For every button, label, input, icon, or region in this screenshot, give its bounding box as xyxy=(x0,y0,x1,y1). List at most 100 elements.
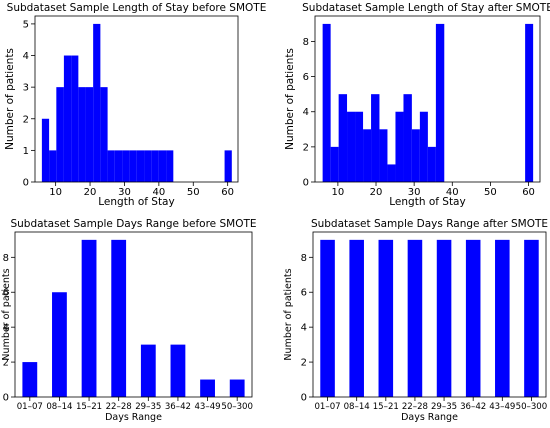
x-axis-label: Days Range xyxy=(401,412,458,423)
chart-title: Subdataset Sample Days Range after SMOTE xyxy=(311,218,548,230)
y-tick-label: 8 xyxy=(3,253,9,264)
x-axis-label: Days Range xyxy=(105,412,162,423)
histogram-bar xyxy=(49,150,57,182)
x-tick-label: 60 xyxy=(221,187,234,198)
histogram-bar xyxy=(122,150,130,182)
x-tick-label: 43–49 xyxy=(194,402,220,412)
y-tick-label: 6 xyxy=(3,288,9,299)
histogram-bar xyxy=(129,150,137,182)
y-tick-label: 8 xyxy=(303,37,309,48)
chart-3: Subdataset Sample Days Range before SMOT… xyxy=(1,218,257,423)
histogram-bar xyxy=(403,94,412,182)
x-axis-label: Length of Stay xyxy=(98,196,174,208)
histogram-bar xyxy=(387,164,396,182)
chart-title: Subdataset Sample Length of Stay before … xyxy=(7,2,267,14)
category-bar xyxy=(111,239,127,397)
x-tick-label: 30 xyxy=(118,187,131,198)
x-tick-label: 60 xyxy=(522,187,535,198)
histogram-bar xyxy=(322,23,331,183)
x-tick-label: 40 xyxy=(152,187,165,198)
y-tick-label: 0 xyxy=(301,393,307,404)
bars xyxy=(320,239,539,397)
chart-1: Subdataset Sample Length of Stay before … xyxy=(4,2,266,208)
category-bar xyxy=(52,292,67,397)
histogram-bar xyxy=(85,87,94,182)
bars xyxy=(22,239,245,397)
x-tick-label: 08–14 xyxy=(46,402,72,412)
y-tick-label: 5 xyxy=(23,19,29,30)
y-axis-label: Number of patients xyxy=(1,268,12,360)
y-tick-label: 0 xyxy=(3,393,9,404)
x-tick-label: 40 xyxy=(446,187,459,198)
histogram-bar xyxy=(78,87,86,182)
histogram-bar xyxy=(166,150,174,182)
histogram-bar xyxy=(71,55,79,182)
x-tick-label: 29–35 xyxy=(431,402,457,412)
x-tick-label: 22–28 xyxy=(402,402,428,412)
chart-2: Subdataset Sample Length of Stay after S… xyxy=(284,2,550,208)
category-bar xyxy=(200,379,215,397)
x-tick-label: 08–14 xyxy=(344,402,370,412)
histogram-bar xyxy=(330,146,339,182)
y-tick-label: 2 xyxy=(303,142,309,153)
x-tick-label: 50 xyxy=(484,187,497,198)
x-tick-label: 50 xyxy=(187,187,200,198)
histogram-bar xyxy=(56,87,64,182)
histogram-bar xyxy=(355,111,364,182)
x-tick-label: 30 xyxy=(408,187,421,198)
histogram-bar xyxy=(158,150,167,182)
plot-frame xyxy=(314,15,541,183)
y-tick-label: 2 xyxy=(3,358,9,369)
x-tick-label: 15–21 xyxy=(373,402,399,412)
histogram-bar xyxy=(363,129,372,182)
x-tick-label: 50–300 xyxy=(516,402,548,412)
category-bar xyxy=(378,239,394,397)
histogram-bar xyxy=(419,111,428,182)
y-tick-label: 3 xyxy=(23,83,29,94)
y-axis-label: Number of patients xyxy=(283,268,294,360)
histogram-bar xyxy=(224,150,232,182)
x-tick-label: 10 xyxy=(332,187,345,198)
bars xyxy=(41,23,232,183)
plot-frame xyxy=(14,231,253,398)
y-tick-label: 6 xyxy=(303,72,309,83)
y-tick-label: 2 xyxy=(23,114,29,125)
bars xyxy=(322,23,534,183)
category-bar xyxy=(436,239,452,397)
histogram-bar xyxy=(100,87,108,182)
x-tick-label: 01–07 xyxy=(314,402,340,412)
x-tick-label: 10 xyxy=(49,187,62,198)
histogram-bar xyxy=(379,129,388,182)
histogram-bar xyxy=(395,111,404,182)
histogram-bar xyxy=(347,111,356,182)
y-tick-label: 8 xyxy=(301,253,307,264)
plot-frame xyxy=(34,15,239,183)
category-bar xyxy=(320,239,335,397)
y-tick-label: 0 xyxy=(303,178,309,189)
category-bar xyxy=(22,362,38,397)
y-tick-label: 1 xyxy=(23,146,29,157)
x-tick-label: 43–49 xyxy=(489,402,515,412)
plot-frame xyxy=(312,231,547,398)
histogram-bar xyxy=(114,150,123,182)
chart-4: Subdataset Sample Days Range after SMOTE… xyxy=(283,218,548,423)
x-tick-label: 15–21 xyxy=(76,402,102,412)
histogram-bar xyxy=(107,150,115,182)
y-tick-label: 4 xyxy=(3,323,9,334)
histogram-bar xyxy=(93,23,101,183)
x-tick-label: 20 xyxy=(370,187,383,198)
histogram-bar xyxy=(525,23,534,183)
x-tick-label: 36–42 xyxy=(165,402,191,412)
x-axis-label: Length of Stay xyxy=(389,196,465,208)
y-axis-label: Number of patients xyxy=(4,48,16,150)
x-tick-label: 50–300 xyxy=(221,402,253,412)
y-tick-label: 4 xyxy=(303,107,309,118)
y-tick-label: 4 xyxy=(301,323,307,334)
histogram-bar xyxy=(427,146,436,182)
chart-title: Subdataset Sample Length of Stay after S… xyxy=(302,2,550,14)
category-bar xyxy=(229,379,245,397)
y-axis-label: Number of patients xyxy=(284,48,296,150)
histogram-bar xyxy=(151,150,159,182)
